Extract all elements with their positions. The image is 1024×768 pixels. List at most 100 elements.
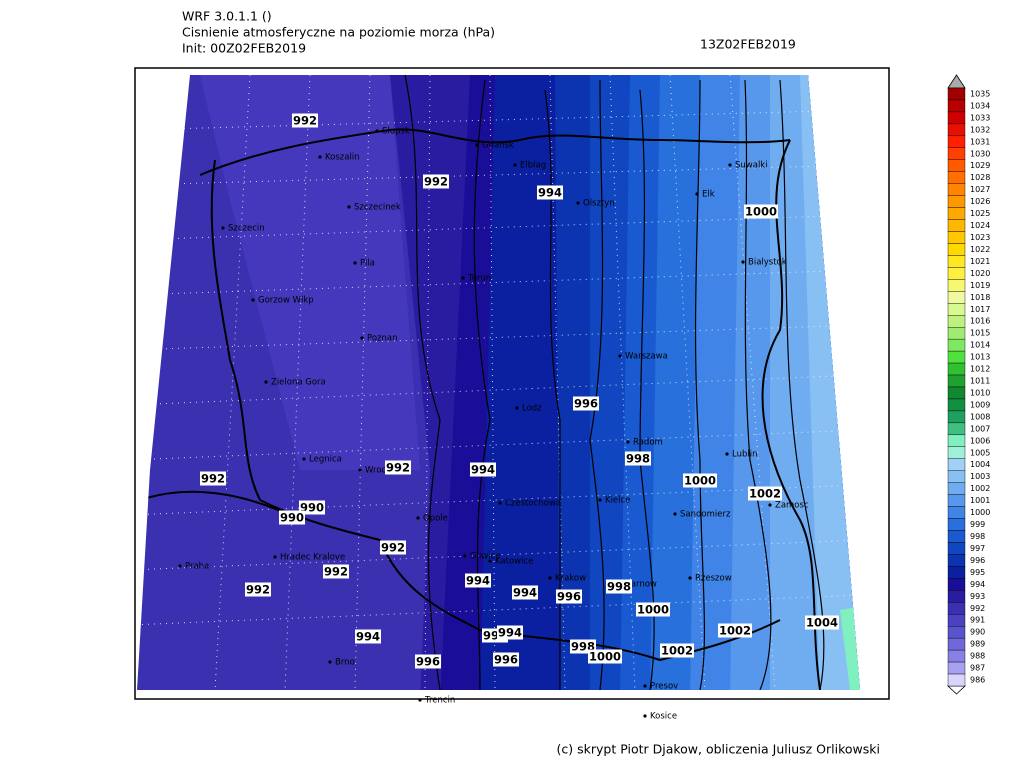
- city-dot: [461, 276, 465, 280]
- colorbar-label: 1011: [970, 377, 990, 386]
- colorbar-label: 997: [970, 544, 985, 553]
- city-dot: [418, 698, 422, 702]
- city-dot: [251, 298, 255, 302]
- contour-label: 996: [416, 655, 440, 669]
- contour-label: 996: [574, 397, 598, 411]
- colorbar-label: 1009: [970, 400, 990, 409]
- city-dot: [768, 503, 772, 507]
- colorbar-label: 1033: [970, 113, 990, 122]
- colorbar-cell: [947, 231, 966, 244]
- contour-label: 992: [381, 541, 405, 555]
- colorbar-cell: [947, 147, 966, 160]
- colorbar-label: 1025: [970, 209, 990, 218]
- valid-time: 13Z02FEB2019: [700, 37, 796, 52]
- city-label: Brno: [335, 658, 355, 668]
- colorbar-label: 1015: [970, 329, 990, 338]
- contour-label-box: [278, 510, 306, 525]
- colorbar-cell: [947, 123, 966, 137]
- colorbar-label: 1016: [970, 317, 990, 326]
- contour-label: 994: [356, 630, 380, 644]
- colorbar-cell: [947, 530, 966, 543]
- city-label: Czestochowa: [505, 499, 561, 509]
- city-dot: [643, 684, 647, 688]
- city-label: Torun: [467, 274, 491, 284]
- city-label: Gorzow Wlkp: [258, 296, 314, 306]
- city-label: Zamosc: [775, 501, 809, 511]
- colorbar-cell: [947, 422, 966, 436]
- colorbar-label: 1023: [970, 233, 990, 242]
- colorbar-label: 1029: [970, 161, 990, 170]
- colorbar-cell: [947, 673, 966, 687]
- colorbar-label: 1006: [970, 436, 990, 445]
- contour-label-box: [511, 585, 539, 600]
- colorbar-cell: [947, 327, 966, 340]
- contour-label: 1000: [684, 474, 716, 488]
- colorbar-label: 1018: [970, 293, 990, 302]
- city-dot: [626, 440, 630, 444]
- city-label: Lublin: [732, 450, 757, 460]
- city-dot: [360, 336, 364, 340]
- city-dot: [475, 143, 479, 147]
- colorbar-cell: [947, 87, 966, 101]
- colorbar-label: 998: [970, 532, 985, 541]
- city-dot: [488, 559, 492, 563]
- city-label: Elk: [702, 190, 715, 200]
- city-label: Koszalin: [325, 153, 360, 163]
- contour-label-box: [659, 643, 695, 658]
- city-dot: [328, 660, 332, 664]
- contour-label: 992: [386, 461, 410, 475]
- colorbar-cell: [947, 267, 966, 280]
- colorbar-label: 987: [970, 664, 985, 673]
- city-dot: [302, 457, 306, 461]
- contour-label-box: [717, 623, 753, 638]
- colorbar-label: 1012: [970, 365, 990, 374]
- colorbar-label: 1022: [970, 245, 990, 254]
- city-dot: [178, 564, 182, 568]
- contour-label: 994: [466, 574, 490, 588]
- contour-label-box: [244, 582, 272, 597]
- cities: Slupsk Koszalin Gdansk Elblag Szczecinek Olsz…: [178, 127, 809, 722]
- city-label: Olsztyn: [583, 199, 615, 209]
- colorbar-cell: [947, 506, 966, 519]
- colorbar-cell: [947, 470, 966, 483]
- colorbar-label: 1035: [970, 89, 990, 98]
- colorbar-label: 1031: [970, 137, 990, 146]
- colorbar-label: 999: [970, 520, 985, 529]
- contour-label-box: [747, 486, 783, 501]
- contour-label-box: [624, 451, 652, 466]
- credits: (c) skrypt Piotr Djakow, obliczenia Juli…: [557, 742, 880, 757]
- colorbar-cell: [947, 291, 966, 304]
- city-dot: [673, 512, 677, 516]
- colorbar-cell: [947, 171, 966, 184]
- colorbar-cell: [947, 398, 966, 412]
- colorbar-label: 1010: [970, 388, 990, 397]
- colorbar-cell: [947, 386, 966, 400]
- contour-label: 998: [626, 452, 650, 466]
- contour-label: 996: [557, 590, 581, 604]
- city-dot: [598, 498, 602, 502]
- contour-label: 994: [538, 186, 562, 200]
- city-dot: [358, 468, 362, 472]
- colorbar-label: 1032: [970, 125, 990, 134]
- contour-label: 1000: [637, 603, 669, 617]
- colorbar-label: 1001: [970, 496, 990, 505]
- city-dot: [513, 163, 517, 167]
- colorbar-label: 1027: [970, 185, 990, 194]
- contour-label-box: [322, 564, 350, 579]
- city-label: Suwalki: [735, 161, 768, 171]
- contour-label: 1000: [589, 650, 621, 664]
- colorbar-label: 1026: [970, 197, 990, 206]
- colorbar-label: 1017: [970, 305, 990, 314]
- colorbar-cell: [947, 649, 966, 663]
- colorbar-label: 990: [970, 628, 985, 637]
- colorbar-cell: [947, 410, 966, 424]
- contour-label-box: [199, 471, 227, 486]
- city-dot: [515, 406, 519, 410]
- colorbar-cell: [947, 279, 966, 292]
- contour-label-box: [496, 625, 524, 640]
- colorbar-cell: [947, 458, 966, 471]
- city-dot: [375, 129, 379, 133]
- contour-label-box: [682, 473, 718, 488]
- colorbar-cell: [947, 159, 966, 172]
